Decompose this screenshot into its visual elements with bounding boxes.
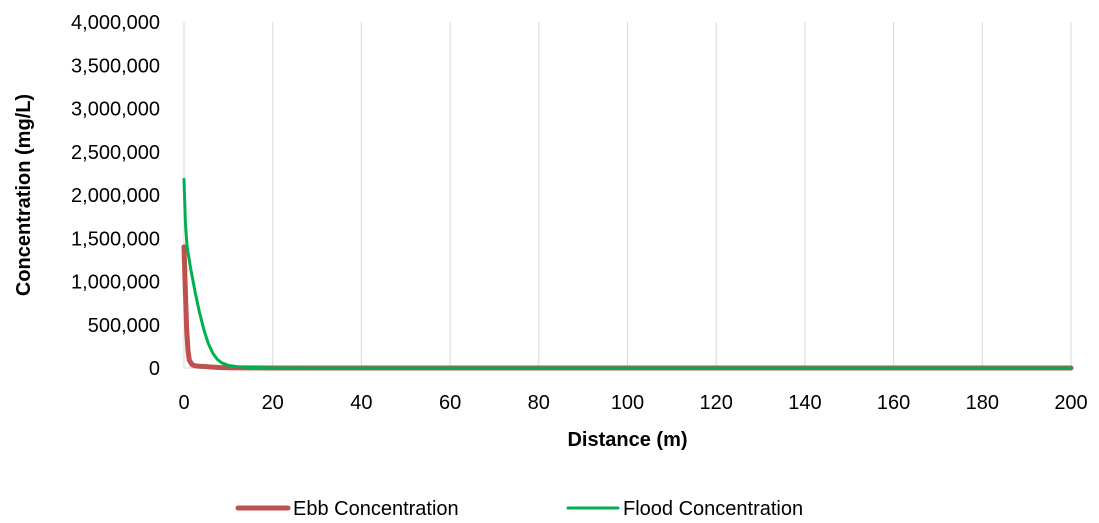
- y-tick-label: 3,500,000: [71, 55, 160, 77]
- y-tick-label: 1,500,000: [71, 228, 160, 250]
- legend-label: Flood Concentration: [623, 498, 803, 520]
- x-tick-label: 180: [966, 392, 999, 414]
- legend-label: Ebb Concentration: [293, 498, 459, 520]
- x-tick-label: 20: [262, 392, 284, 414]
- x-axis-ticks: 0 20 40 60 80 100 120 140 160 180 200: [178, 392, 1087, 414]
- x-tick-label: 140: [788, 392, 821, 414]
- x-tick-label: 200: [1054, 392, 1087, 414]
- y-tick-label: 3,000,000: [71, 99, 160, 121]
- x-tick-label: 160: [877, 392, 910, 414]
- x-tick-label: 100: [611, 392, 644, 414]
- x-tick-label: 120: [700, 392, 733, 414]
- y-axis-ticks: 0 500,000 1,000,000 1,500,000 2,000,000 2,500…: [71, 12, 160, 380]
- y-tick-label: 1,000,000: [71, 272, 160, 294]
- chart-grid: [272, 22, 1072, 368]
- chart-series: [181, 177, 1074, 371]
- y-tick-label: 2,500,000: [71, 142, 160, 164]
- y-tick-label: 2,000,000: [71, 185, 160, 207]
- y-tick-label: 0: [149, 358, 160, 380]
- x-tick-label: 60: [439, 392, 461, 414]
- series-line-flood-concentration: [182, 177, 1073, 370]
- y-tick-label: 4,000,000: [71, 12, 160, 34]
- x-tick-label: 40: [350, 392, 372, 414]
- y-axis-title: Concentration (mg/L): [13, 94, 35, 296]
- x-tick-label: 0: [178, 392, 189, 414]
- x-axis-title: Distance (m): [567, 429, 687, 451]
- x-tick-label: 80: [528, 392, 550, 414]
- chart-legend: Ebb Concentration Flood Concentration: [235, 498, 803, 520]
- y-tick-label: 500,000: [88, 315, 160, 337]
